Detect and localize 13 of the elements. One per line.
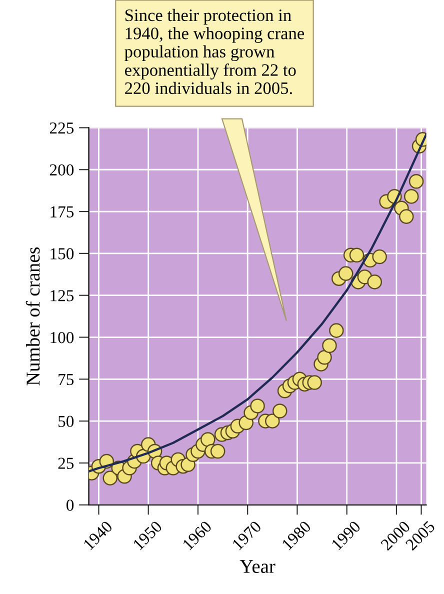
y-tick-label: 100 [50, 332, 74, 344]
y-tick-label: 225 [50, 122, 74, 134]
y-tick-label: 0 [66, 500, 74, 511]
text: Since their protection in 1940, the whooping crane population has grown exponentially from 22 to 220 individuals in 2005. [124, 8, 304, 94]
y-tick-label: 75 [58, 374, 74, 386]
y-tick-label: 175 [50, 206, 74, 218]
y-tick-label: 25 [58, 458, 74, 469]
y-tick-label: 200 [50, 164, 74, 176]
y-tick-label: 50 [58, 416, 74, 428]
y-tick-label: 125 [50, 290, 74, 302]
y-axis-title: Number of cranes [26, 247, 40, 386]
y-tick-label: 150 [50, 248, 74, 260]
x-axis-title: Year [240, 560, 276, 573]
